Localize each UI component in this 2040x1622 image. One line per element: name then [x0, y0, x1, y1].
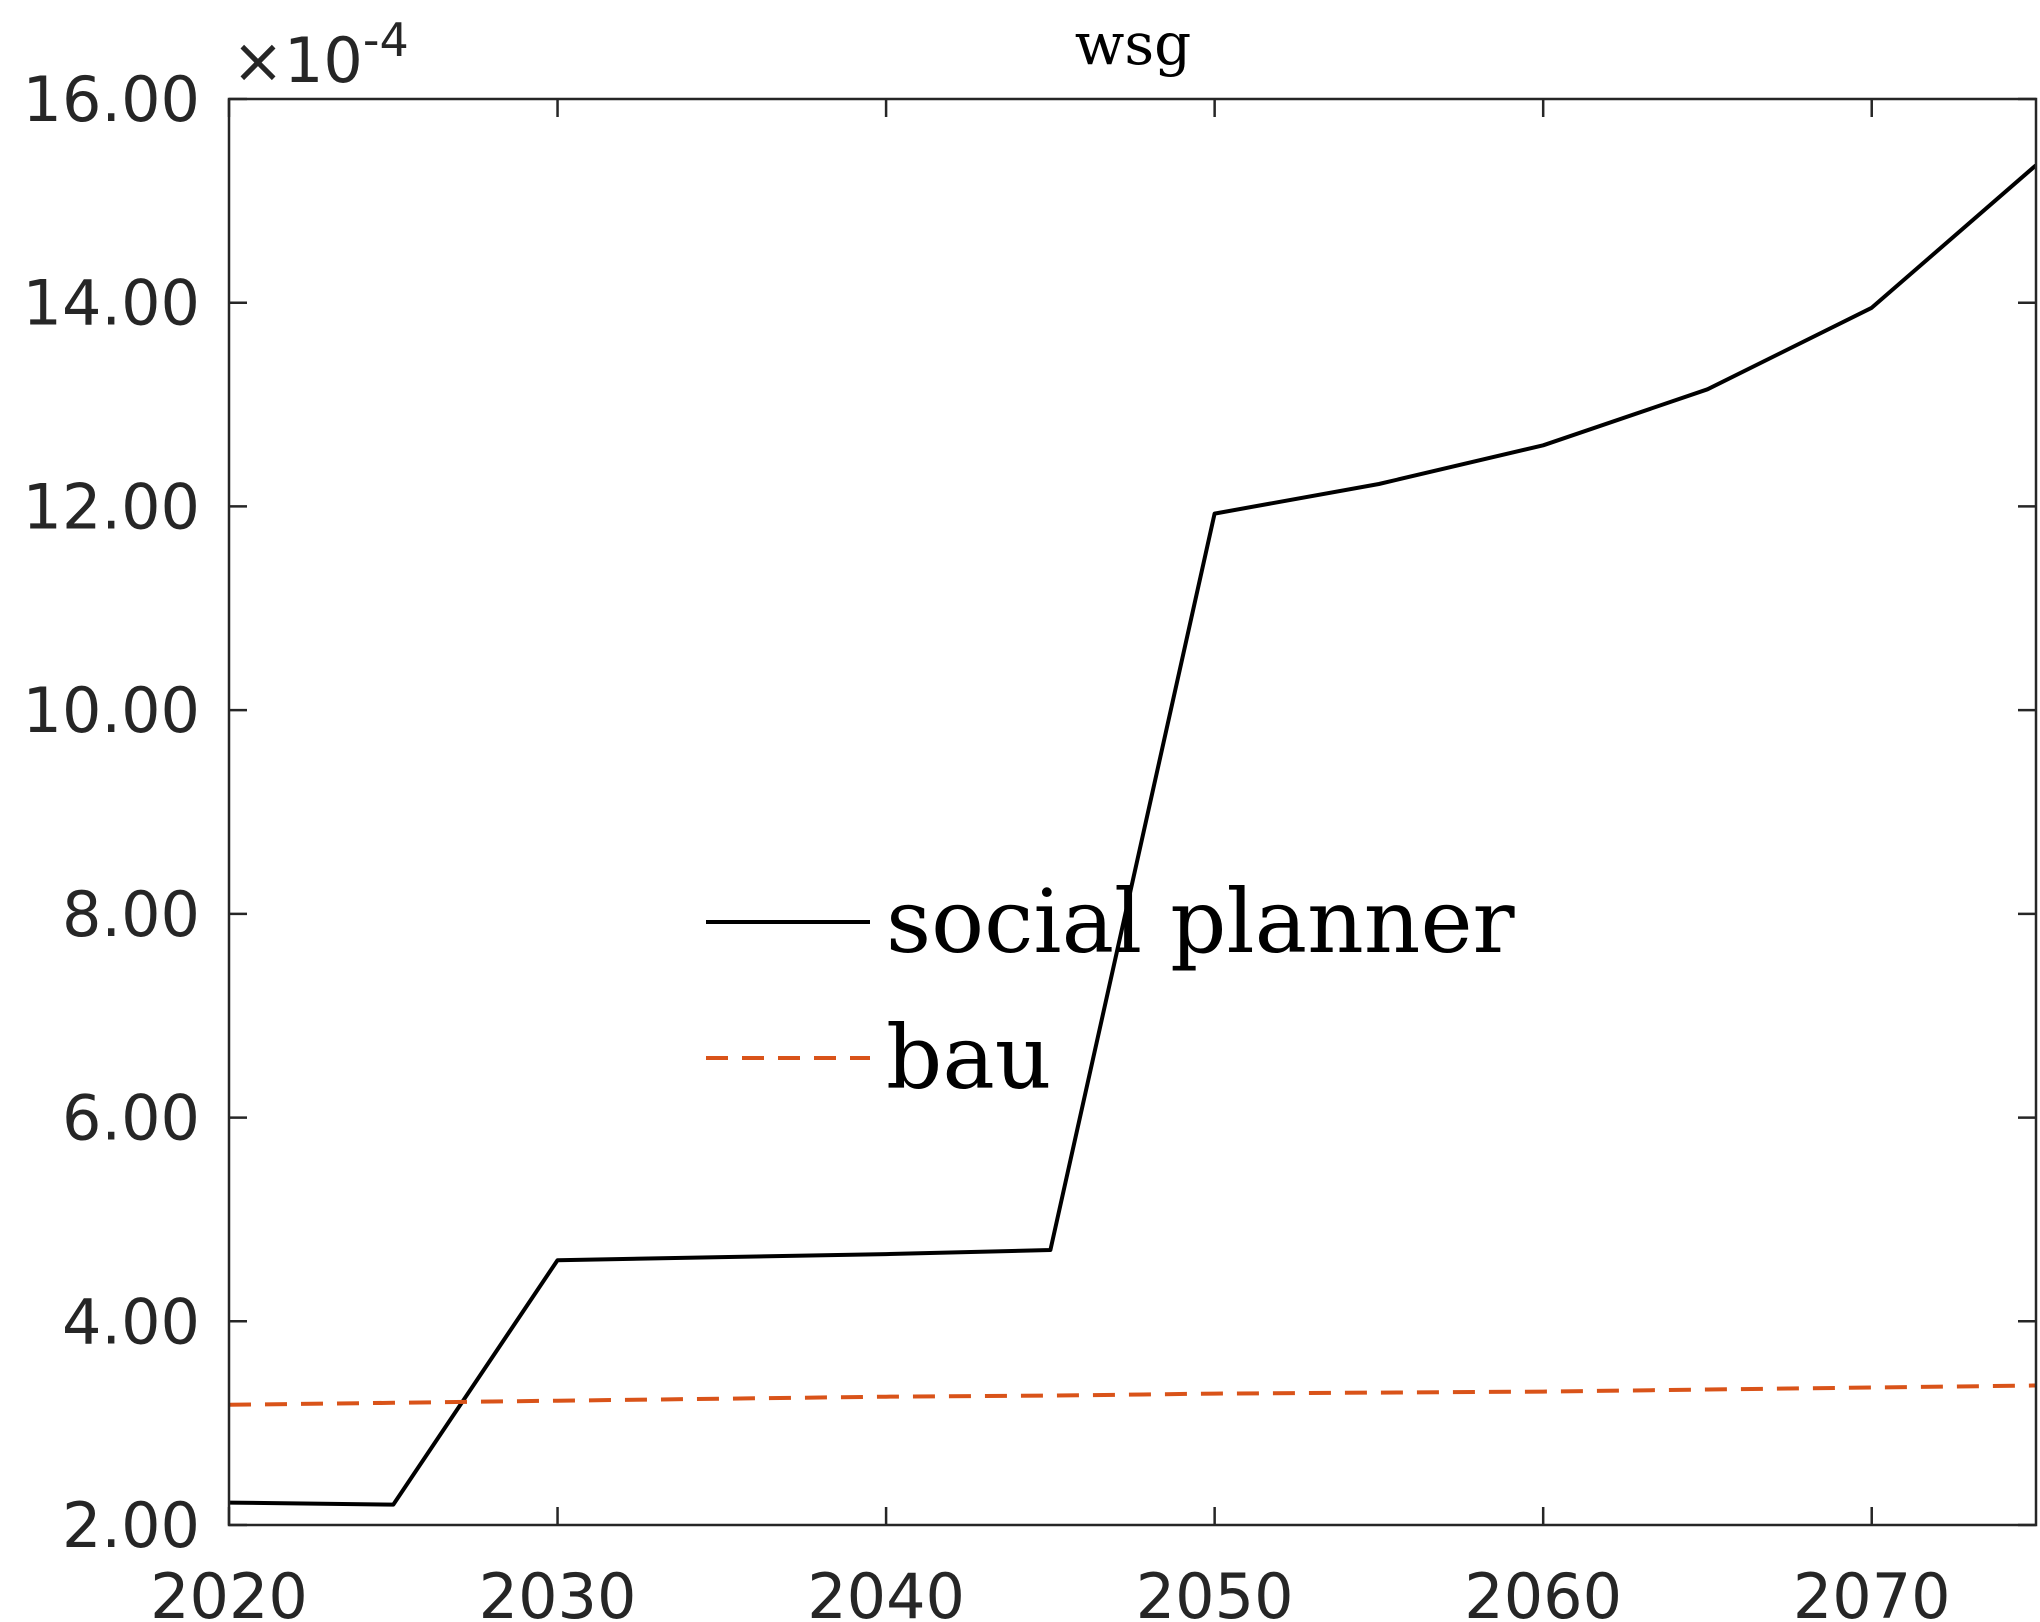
axes-box: [227, 97, 2038, 1527]
y-tick-label: 14.00: [23, 267, 201, 340]
x-tick-label: 2020: [150, 1560, 308, 1622]
y-tick-label: 12.00: [23, 470, 201, 543]
y-tick-label: 6.00: [62, 1082, 200, 1155]
y-exponent-base: ×10: [232, 24, 363, 97]
y-tick-label: 16.00: [23, 63, 201, 136]
y-scale-multiplier: ×10-4: [232, 13, 409, 97]
y-exponent-power: -4: [363, 13, 409, 67]
x-tick-label: 2040: [807, 1560, 965, 1622]
chart-title: wsg: [1075, 10, 1192, 78]
series-line-1: [229, 163, 2036, 1507]
y-tick-label: 4.00: [62, 1285, 200, 1358]
legend-label-1: social planner: [886, 870, 1516, 973]
x-tick-label: 2050: [1136, 1560, 1294, 1622]
x-tick-label: 2060: [1464, 1560, 1622, 1622]
x-tick-label: 2030: [479, 1560, 637, 1622]
y-tick-label: 10.00: [23, 674, 201, 747]
legend: social planner bau: [706, 870, 1516, 1109]
axes: 2020 2030 2040 2050 2060 2070 2.00 4.00 6.00 8.00…: [23, 63, 2038, 1622]
legend-label-2: bau: [886, 1006, 1051, 1109]
y-tick-label: 8.00: [62, 878, 200, 951]
x-tick-label: 2070: [1793, 1560, 1951, 1622]
series-line-2: [229, 1383, 2036, 1407]
y-tick-label: 2.00: [62, 1489, 200, 1562]
